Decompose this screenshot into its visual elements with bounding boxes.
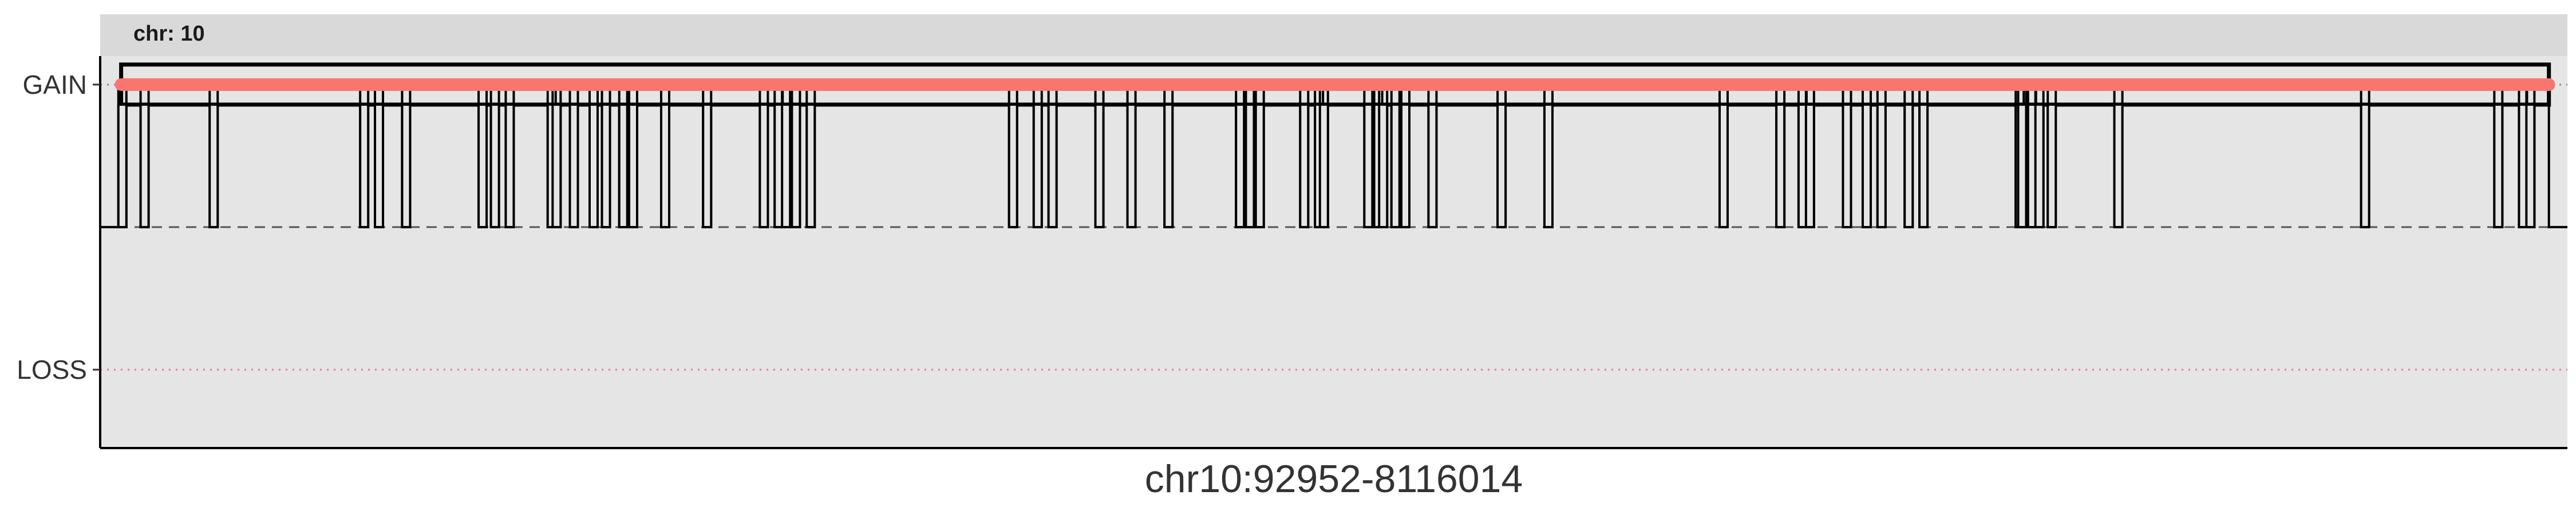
neutral-dip-20	[781, 103, 792, 228]
neutral-dip-57	[2113, 103, 2124, 228]
neutral-dip-11	[568, 103, 579, 228]
neutral-dip-59	[2493, 103, 2504, 228]
strip-background	[100, 14, 2567, 56]
neutral-dip-16	[659, 103, 670, 228]
neutral-dip-55	[2034, 103, 2045, 228]
neutral-dip-28	[1163, 103, 1174, 228]
neutral-dip-51	[1918, 103, 1929, 228]
neutral-dip-49	[1876, 103, 1887, 228]
neutral-dip-39	[1400, 103, 1411, 228]
y-axis: LOSS GAIN	[17, 70, 100, 385]
neutral-dip-6	[477, 103, 488, 228]
neutral-dip-18	[758, 103, 769, 228]
y-tick-label-gain: GAIN	[23, 70, 87, 100]
neutral-dip-14	[618, 103, 629, 228]
plot-panel	[100, 56, 2567, 448]
neutral-dip-31	[1254, 103, 1265, 228]
neutral-dip-15	[627, 103, 638, 228]
neutral-dip-25	[1047, 103, 1058, 228]
facet-strip-label: chr: 10	[133, 22, 205, 46]
data-marks	[100, 62, 2567, 371]
neutral-dip-10	[551, 103, 562, 228]
neutral-dip-53	[2017, 103, 2028, 228]
neutral-dip-43	[1718, 103, 1729, 228]
neutral-dip-61	[2525, 103, 2536, 228]
neutral-dip-30	[1244, 103, 1255, 228]
neutral-dip-27	[1126, 103, 1137, 228]
neutral-dip-56	[2046, 103, 2057, 228]
neutral-dip-35	[1363, 103, 1374, 228]
neutral-dip-12	[588, 103, 599, 228]
neutral-dip-38	[1390, 103, 1401, 228]
neutral-dip-23	[1008, 103, 1018, 228]
neutral-dip-13	[600, 103, 611, 228]
neutral-dip-40	[1427, 103, 1438, 228]
neutral-dip-44	[1775, 103, 1786, 228]
neutral-dip-37	[1378, 103, 1389, 228]
neutral-dip-0	[117, 103, 128, 228]
neutral-dip-46	[1804, 103, 1815, 228]
neutral-dip-26	[1094, 103, 1105, 228]
neutral-dip-4	[374, 103, 385, 228]
neutral-dip-48	[1861, 103, 1872, 228]
neutral-dip-42	[1543, 103, 1554, 228]
neutral-dip-34	[1318, 103, 1329, 228]
neutral-dip-17	[702, 103, 713, 228]
neutral-dip-41	[1496, 103, 1507, 228]
neutral-dip-50	[1903, 103, 1914, 228]
neutral-dip-21	[791, 103, 801, 228]
neutral-dip-32	[1299, 103, 1310, 228]
neutral-dip-29	[1235, 103, 1246, 228]
neutral-dip-22	[805, 103, 816, 228]
neutral-dip-47	[1842, 103, 1852, 228]
y-tick-label-loss: LOSS	[17, 355, 87, 385]
neutral-dip-5	[401, 103, 412, 228]
neutral-dip-1	[139, 103, 150, 228]
neutral-dip-7	[489, 103, 500, 228]
neutral-dip-3	[359, 103, 370, 228]
neutral-dip-24	[1032, 103, 1043, 228]
neutral-dip-58	[2360, 103, 2370, 228]
neutral-dip-2	[208, 103, 219, 228]
neutral-dip-8	[504, 103, 515, 228]
x-axis-label: chr10:92952-8116014	[1145, 457, 1523, 501]
